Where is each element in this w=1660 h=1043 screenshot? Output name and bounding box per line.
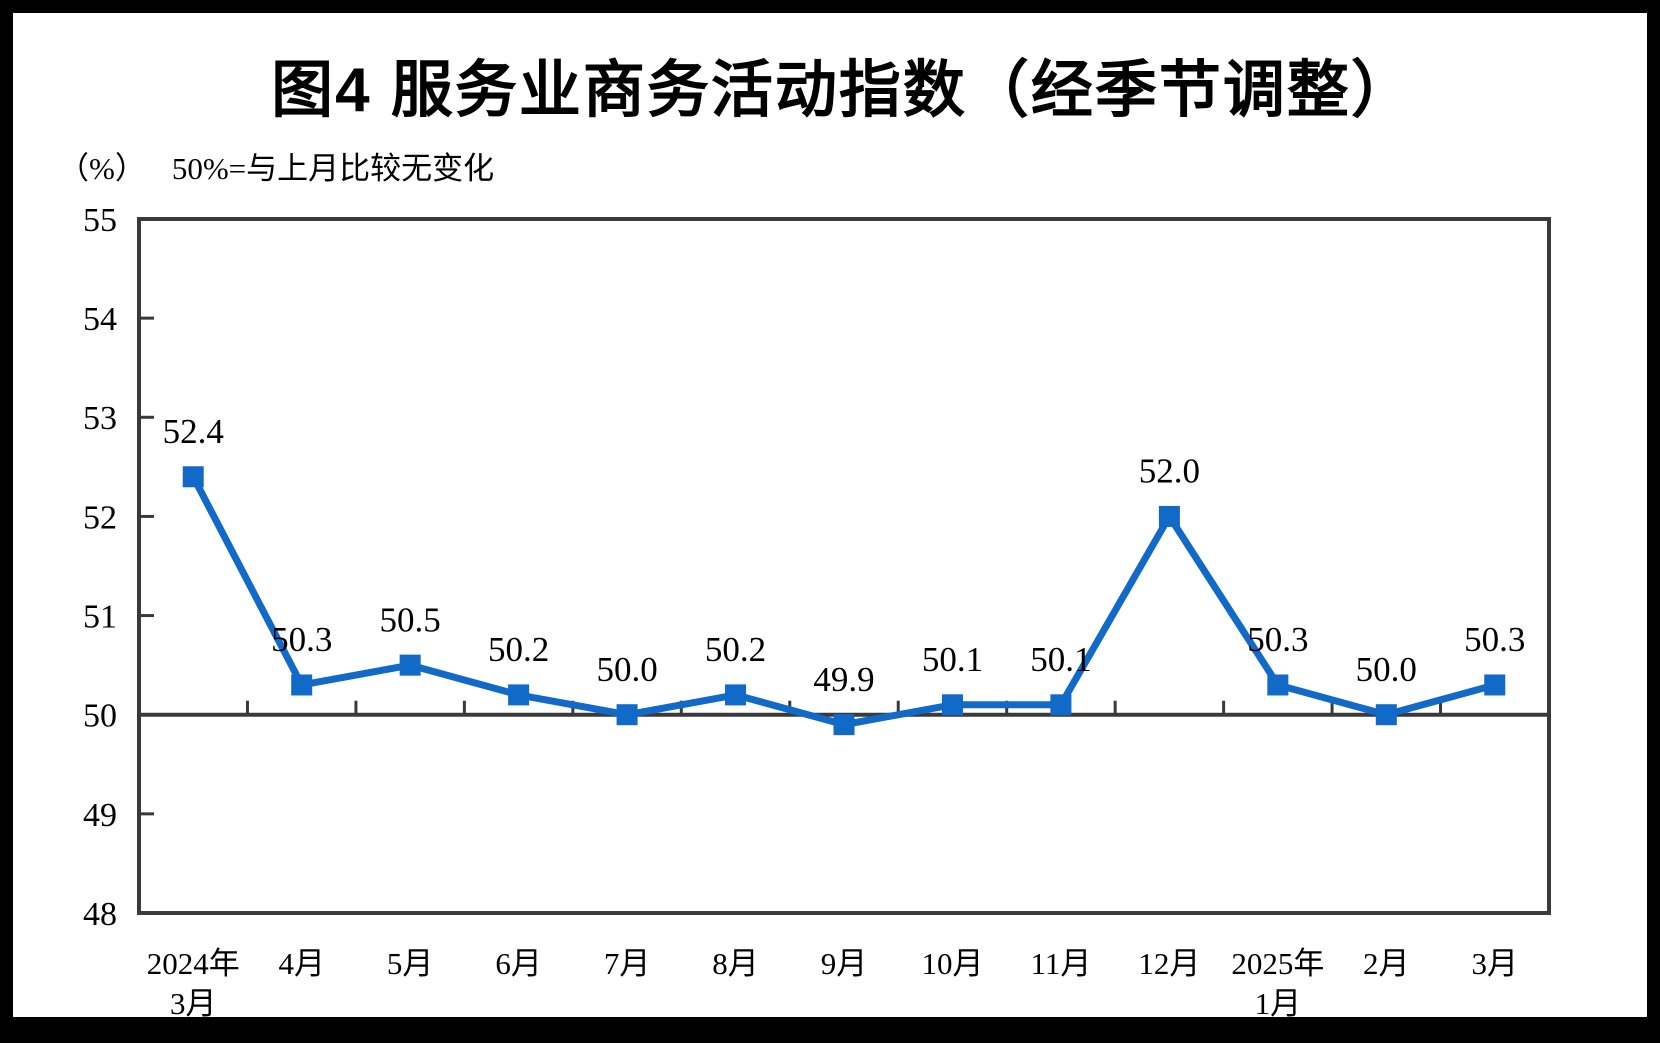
data-point-label: 50.3 [1464,620,1525,659]
y-axis-label: 48 [83,896,117,933]
data-point-label: 50.1 [922,640,983,679]
data-point-label: 52.0 [1139,452,1200,491]
data-point-marker [1267,674,1289,696]
x-axis-label: 11月 [1030,946,1091,981]
data-point-label: 52.4 [163,412,224,451]
data-point-marker [616,704,638,726]
data-point-label: 50.0 [596,650,657,689]
data-point-marker [1050,694,1072,716]
y-axis-label: 50 [83,698,117,735]
line-chart: 48 49 50 51 52 53 54 55 2024年 3月 4月 5月 6月 7月 8月 9月 10月 11… [83,202,1551,1021]
data-point-marker [941,694,963,716]
data-point-marker [399,654,421,676]
x-axis-label: 1月 [1255,986,1302,1021]
x-axis-label: 3月 [170,986,217,1021]
data-point-label: 50.5 [380,600,441,639]
data-point-marker [1484,674,1506,696]
x-axis-label: 2024年 [147,946,240,981]
x-axis-label: 7月 [604,946,651,981]
x-axis-label: 6月 [495,946,542,981]
y-axis-label: 52 [83,499,117,536]
data-point-marker [508,684,530,706]
chart-title: 图4 服务业商务活动指数（经季节调整） [271,56,1415,125]
x-axis-label: 5月 [387,946,434,981]
data-point-label: 50.2 [705,630,766,669]
data-point-label: 49.9 [813,660,874,699]
y-axis-label: 51 [83,598,117,635]
y-axis-label: 54 [83,301,117,338]
y-axis-label: 53 [83,400,117,437]
data-point-label: 50.0 [1356,650,1417,689]
x-axis-label: 8月 [712,946,759,981]
y-axis-label: 49 [83,797,117,834]
data-point-marker [833,714,855,736]
data-point-marker [291,674,313,696]
x-axis-label: 2025年 [1231,946,1324,981]
x-axis-label: 3月 [1472,946,1519,981]
data-point-label: 50.3 [271,620,332,659]
data-point-marker [1375,704,1397,726]
x-axis-label: 12月 [1138,946,1200,981]
data-point-label: 50.3 [1247,620,1308,659]
data-point-marker [1158,505,1180,527]
x-axis-label: 4月 [278,946,325,981]
data-point-marker [725,684,747,706]
y-axis-label: 55 [83,202,117,239]
y-axis-unit-label: （%） [58,151,146,186]
x-axis-label: 10月 [921,946,983,981]
data-point-marker [182,466,204,488]
reference-note: 50%=与上月比较无变化 [171,151,495,186]
data-point-label: 50.2 [488,630,549,669]
plot-border [137,217,1551,915]
data-point-label: 50.1 [1030,640,1091,679]
x-axis-label: 2月 [1363,946,1410,981]
x-axis-label: 9月 [821,946,868,981]
chart-subtitle: （%） 50%=与上月比较无变化 [58,143,494,188]
